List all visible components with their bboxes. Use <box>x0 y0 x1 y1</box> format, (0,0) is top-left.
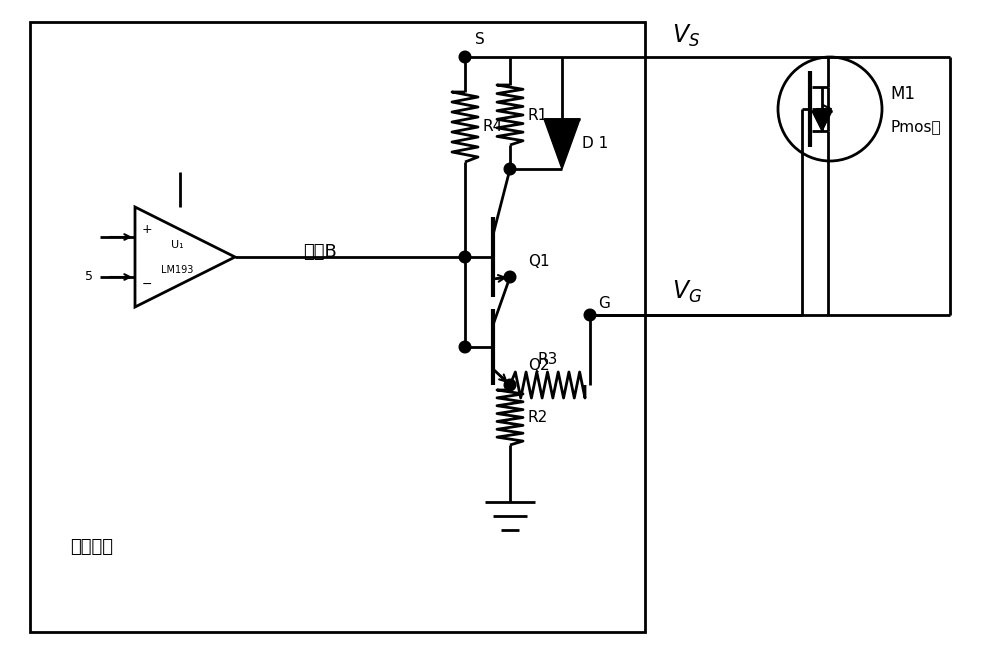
Text: 驱动电路: 驱动电路 <box>70 538 113 556</box>
Text: U₁: U₁ <box>171 240 183 250</box>
Circle shape <box>504 379 516 391</box>
Polygon shape <box>544 119 580 169</box>
Polygon shape <box>812 111 832 131</box>
Text: Pmos管: Pmos管 <box>890 120 941 135</box>
Circle shape <box>584 309 596 321</box>
Circle shape <box>504 163 516 175</box>
Text: $V_G$: $V_G$ <box>672 279 702 305</box>
Circle shape <box>459 51 471 63</box>
Text: Q2: Q2 <box>528 359 550 373</box>
Bar <box>30 22 645 632</box>
Text: R1: R1 <box>528 108 548 122</box>
Text: $V_S$: $V_S$ <box>672 23 700 49</box>
Text: G: G <box>598 296 610 311</box>
Text: D 1: D 1 <box>582 137 608 152</box>
Text: 信号B: 信号B <box>303 243 337 261</box>
Circle shape <box>459 251 471 263</box>
Text: Q1: Q1 <box>528 254 550 269</box>
Text: R3: R3 <box>537 352 558 367</box>
Text: R2: R2 <box>528 410 548 425</box>
Text: LM193: LM193 <box>161 265 193 275</box>
Text: R4: R4 <box>483 120 503 135</box>
Text: M1: M1 <box>890 85 915 103</box>
Circle shape <box>459 341 471 353</box>
Text: −: − <box>142 278 153 291</box>
Circle shape <box>504 271 516 283</box>
Text: S: S <box>475 32 485 47</box>
Text: +: + <box>142 223 153 236</box>
Text: 5: 5 <box>85 271 93 284</box>
